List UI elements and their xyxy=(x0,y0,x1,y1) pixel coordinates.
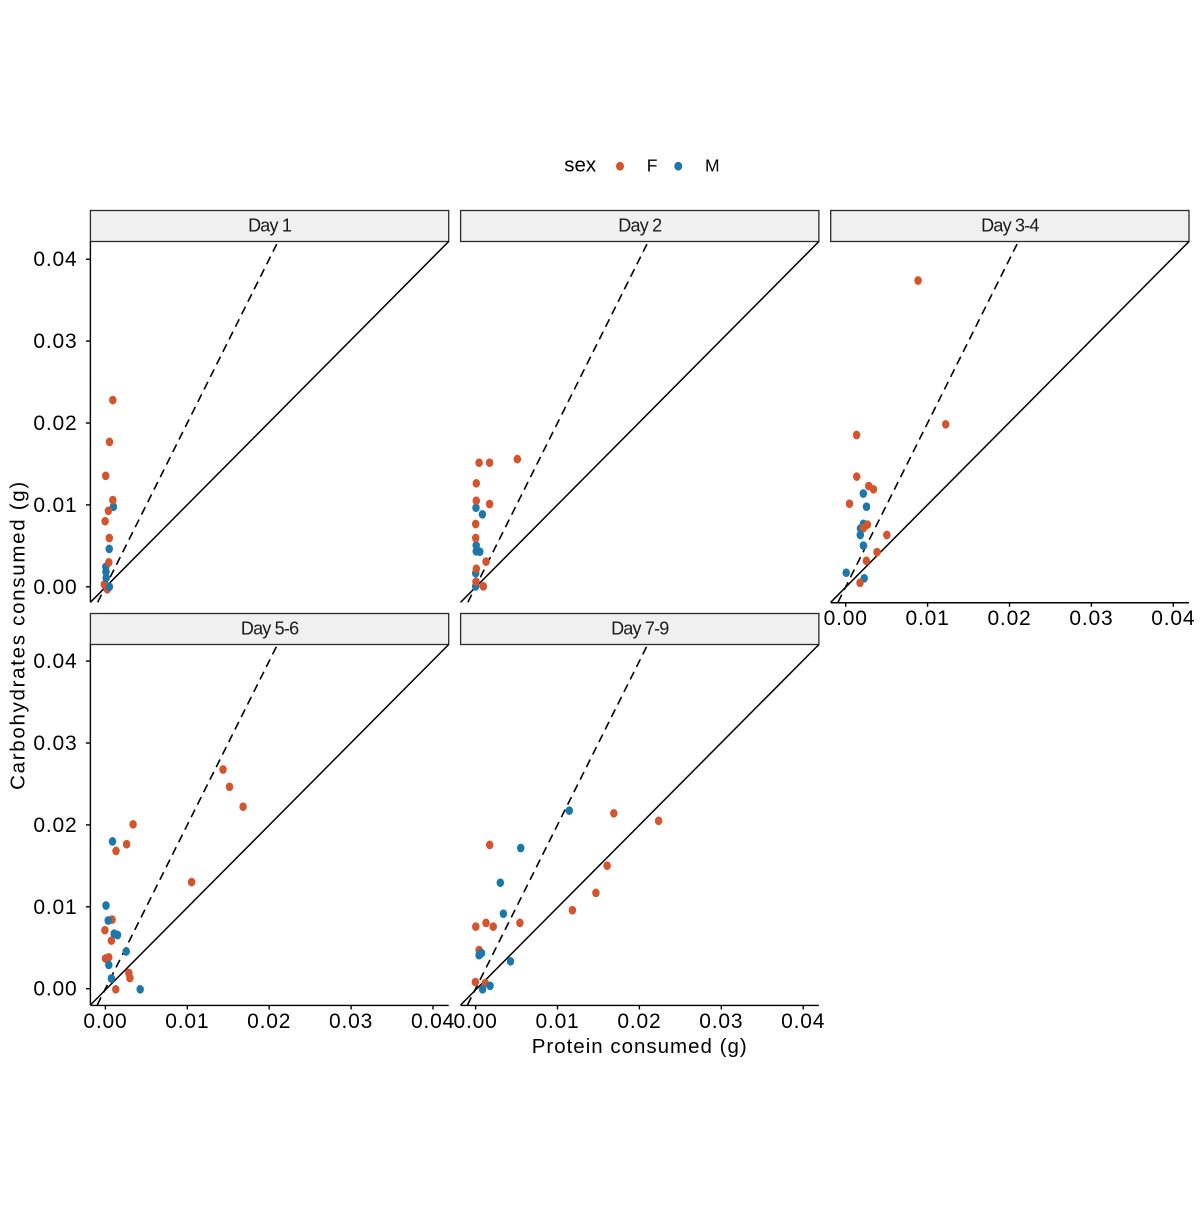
svg-text:0.02: 0.02 xyxy=(617,1010,661,1033)
svg-text:0.04: 0.04 xyxy=(1151,607,1195,630)
svg-text:0.04: 0.04 xyxy=(411,1010,455,1033)
svg-text:0.01: 0.01 xyxy=(33,494,77,517)
svg-text:0.03: 0.03 xyxy=(699,1010,743,1033)
svg-text:0.01: 0.01 xyxy=(33,896,77,919)
svg-text:0.02: 0.02 xyxy=(987,607,1031,630)
svg-text:Day 1: Day 1 xyxy=(248,216,292,236)
svg-text:Protein consumed (g): Protein consumed (g) xyxy=(532,1035,748,1058)
svg-text:0.02: 0.02 xyxy=(33,412,77,435)
svg-text:0.03: 0.03 xyxy=(329,1010,373,1033)
svg-text:0.04: 0.04 xyxy=(781,1010,825,1033)
svg-text:0.03: 0.03 xyxy=(33,330,77,353)
svg-text:0.01: 0.01 xyxy=(906,607,950,630)
svg-text:0.00: 0.00 xyxy=(83,1010,127,1033)
svg-text:0.02: 0.02 xyxy=(33,814,77,837)
svg-text:M: M xyxy=(705,156,720,176)
svg-text:F: F xyxy=(647,156,658,176)
svg-text:Day 7-9: Day 7-9 xyxy=(611,619,669,639)
svg-text:Day 2: Day 2 xyxy=(618,216,662,236)
svg-text:0.01: 0.01 xyxy=(535,1010,579,1033)
svg-text:Carbohydrates consumed (g): Carbohydrates consumed (g) xyxy=(7,480,30,790)
svg-text:0.03: 0.03 xyxy=(33,732,77,755)
svg-text:0.04: 0.04 xyxy=(33,650,77,673)
svg-text:0.03: 0.03 xyxy=(1069,607,1113,630)
svg-text:0.00: 0.00 xyxy=(454,1010,498,1033)
svg-text:0.00: 0.00 xyxy=(33,978,77,1001)
svg-text:0.01: 0.01 xyxy=(165,1010,209,1033)
svg-text:0.04: 0.04 xyxy=(33,248,77,271)
svg-text:0.00: 0.00 xyxy=(33,576,77,599)
svg-text:0.02: 0.02 xyxy=(247,1010,291,1033)
svg-text:Day 5-6: Day 5-6 xyxy=(241,619,299,639)
svg-text:Day 3-4: Day 3-4 xyxy=(981,216,1039,236)
svg-text:0.00: 0.00 xyxy=(824,607,868,630)
svg-text:sex: sex xyxy=(564,154,597,177)
